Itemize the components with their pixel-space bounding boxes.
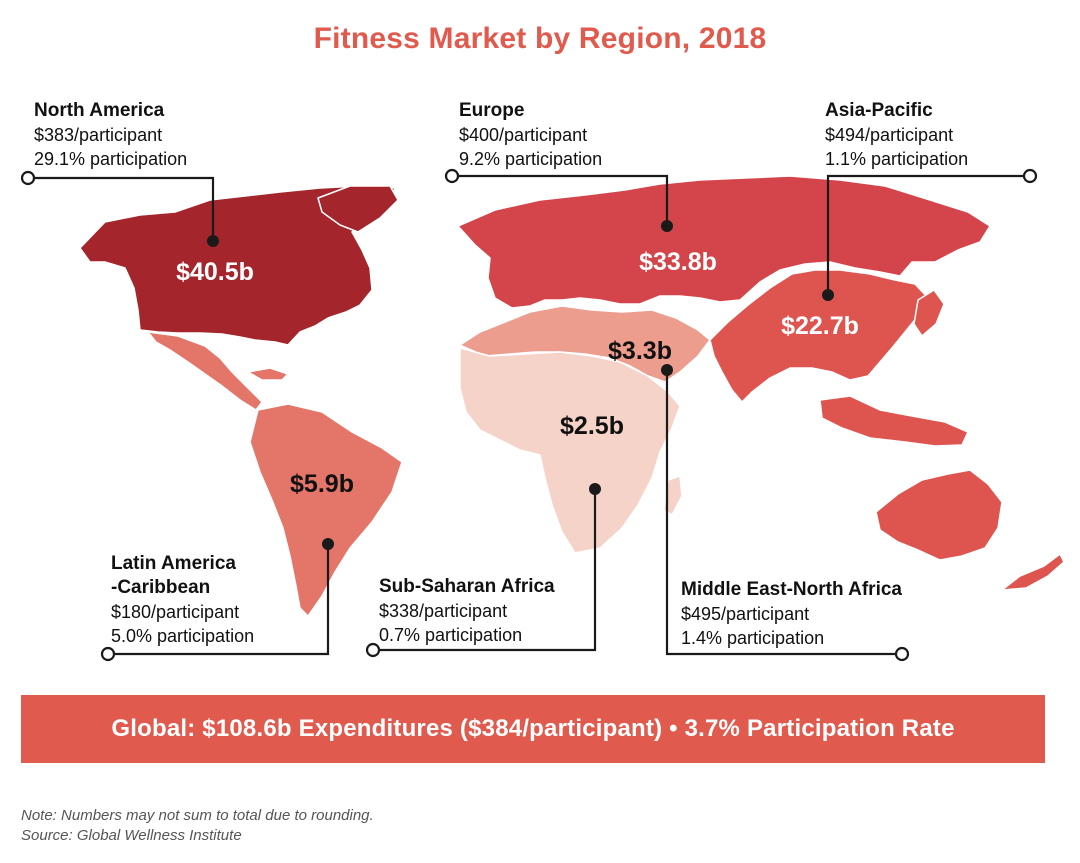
region-europe[interactable] (457, 175, 991, 309)
region-central-america (147, 331, 263, 411)
region-madagascar (663, 475, 683, 516)
region-spend: $400/participant (459, 125, 588, 145)
region-name: Middle East-North Africa (681, 579, 902, 600)
endpoint-asia-pacific (1022, 168, 1038, 184)
dot-sub-saharan (589, 483, 601, 495)
region-caribbean (247, 367, 289, 381)
region-name: Asia-Pacific (825, 100, 933, 121)
leader-latin-america (108, 544, 330, 656)
region-name-line-2: -Caribbean (111, 577, 211, 598)
dot-latin-america (322, 538, 334, 550)
region-se-asia (819, 395, 969, 447)
region-participation: 1.1% participation (825, 149, 969, 169)
footnote-note: Note: Numbers may not sum to total due t… (21, 807, 374, 824)
value-asia-pacific: $22.7b (781, 312, 859, 340)
endpoint-mena (894, 646, 910, 662)
region-name: Sub-Saharan Africa (379, 576, 555, 597)
region-name: North America (34, 100, 165, 121)
leader-mena (665, 370, 902, 656)
region-spend: $494/participant (825, 125, 954, 145)
endpoint-sub-saharan (365, 642, 381, 658)
region-info-sub-saharan-africa: Sub-Saharan Africa $338/participant 0.7%… (379, 575, 555, 647)
region-participation: 5.0% participation (111, 626, 255, 646)
footnote-source: Source: Global Wellness Institute (21, 827, 242, 844)
region-name-line-1: Latin America (111, 553, 236, 574)
footnotes: Note: Numbers may not sum to total due t… (21, 806, 374, 846)
value-mena: $3.3b (608, 337, 672, 365)
region-name: Europe (459, 100, 525, 121)
region-info-asia-pacific: Asia-Pacific $494/participant 1.1% parti… (825, 99, 968, 171)
region-info-latin-america: Latin America -Caribbean $180/participan… (111, 552, 254, 648)
region-participation: 0.7% participation (379, 625, 523, 645)
region-info-mena: Middle East-North Africa $495/participan… (681, 578, 902, 650)
dot-asia-pacific (822, 289, 834, 301)
region-japan (913, 289, 945, 337)
region-participation: 1.4% participation (681, 628, 825, 648)
region-asia-pacific[interactable] (709, 269, 931, 403)
value-latin-america: $5.9b (290, 470, 354, 498)
region-spend: $383/participant (34, 125, 163, 145)
region-greenland (317, 185, 399, 233)
leader-europe (452, 174, 669, 226)
world-map: $40.5b $33.8b $22.7b $5.9b $2.5b $3.3b (20, 168, 1065, 662)
page-title: Fitness Market by Region, 2018 (313, 22, 767, 55)
region-spend: $338/participant (379, 601, 508, 621)
dot-mena (661, 364, 673, 376)
value-north-america: $40.5b (176, 258, 254, 286)
endpoint-north-america (20, 170, 36, 186)
region-sub-saharan-africa[interactable] (459, 347, 681, 554)
region-participation: 29.1% participation (34, 149, 188, 169)
endpoint-latin-america (100, 646, 116, 662)
region-new-zealand (1001, 553, 1065, 591)
leader-asia-pacific (826, 174, 1030, 295)
region-spend: $180/participant (111, 602, 240, 622)
leader-north-america (28, 176, 215, 241)
endpoint-europe (444, 168, 460, 184)
leader-sub-saharan (373, 489, 597, 652)
region-north-america[interactable] (79, 185, 396, 346)
dot-europe (661, 220, 673, 232)
global-summary-text: Global: $108.6b Expenditures ($384/parti… (111, 715, 955, 742)
global-summary-banner: Global: $108.6b Expenditures ($384/parti… (21, 695, 1045, 763)
value-europe: $33.8b (639, 248, 717, 276)
value-sub-saharan: $2.5b (560, 412, 624, 440)
region-info-europe: Europe $400/participant 9.2% participati… (459, 99, 602, 171)
region-info-north-america: North America $383/participant 29.1% par… (34, 99, 187, 171)
region-spend: $495/participant (681, 604, 810, 624)
region-participation: 9.2% participation (459, 149, 603, 169)
region-australia (875, 469, 1003, 561)
dot-north-america (207, 235, 219, 247)
